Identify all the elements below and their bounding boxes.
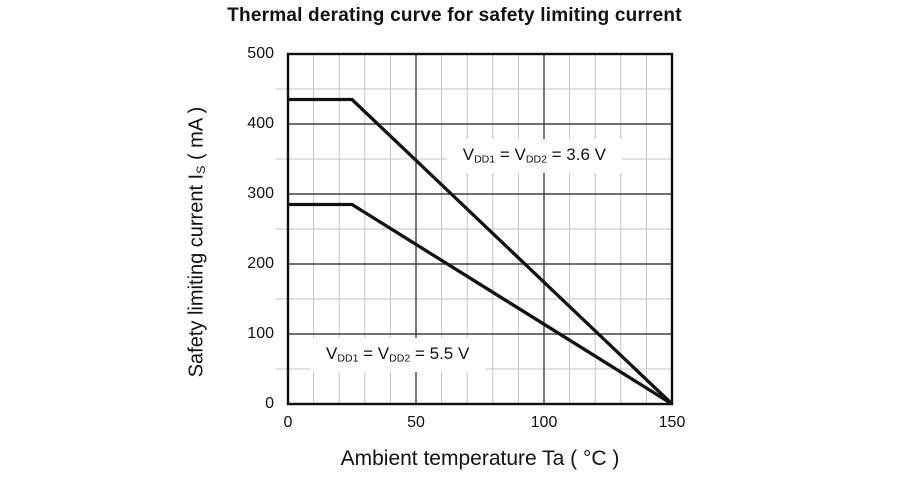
chart-title: Thermal derating curve for safety limiti… xyxy=(227,5,682,26)
plot-area: VDD1 = VDD2 = 3.6 V VDD1 = VDD2 = 5.5 V xyxy=(276,52,674,406)
series-annotation-1: VDD1 = VDD2 = 5.5 V xyxy=(310,338,486,373)
subscript: DD1 xyxy=(337,352,359,365)
series-annotation-0: VDD1 = VDD2 = 3.6 V xyxy=(446,138,623,173)
x-tick-label: 0 xyxy=(283,414,293,431)
y-tick-label: 0 xyxy=(265,395,274,412)
curve-series-1 xyxy=(288,202,673,406)
plot-border xyxy=(286,52,674,406)
x-axis-label: Ambient temperature Ta ( °C ) xyxy=(340,447,620,470)
subscript: DD1 xyxy=(474,153,496,165)
x-tick-label: 100 xyxy=(530,414,558,431)
y-tick-label: 500 xyxy=(247,45,274,62)
curve-series-0 xyxy=(288,97,674,406)
y-tick-label: 200 xyxy=(247,255,274,272)
y-tick-label: 300 xyxy=(247,185,274,202)
subscript: S xyxy=(194,165,209,174)
subscript: DD2 xyxy=(389,352,411,365)
subscript: DD2 xyxy=(525,153,547,165)
y-tick-label: 400 xyxy=(247,115,274,132)
x-tick-label: 50 xyxy=(407,414,425,431)
x-tick-label: 150 xyxy=(658,414,686,431)
y-tick-label: 100 xyxy=(247,325,274,342)
